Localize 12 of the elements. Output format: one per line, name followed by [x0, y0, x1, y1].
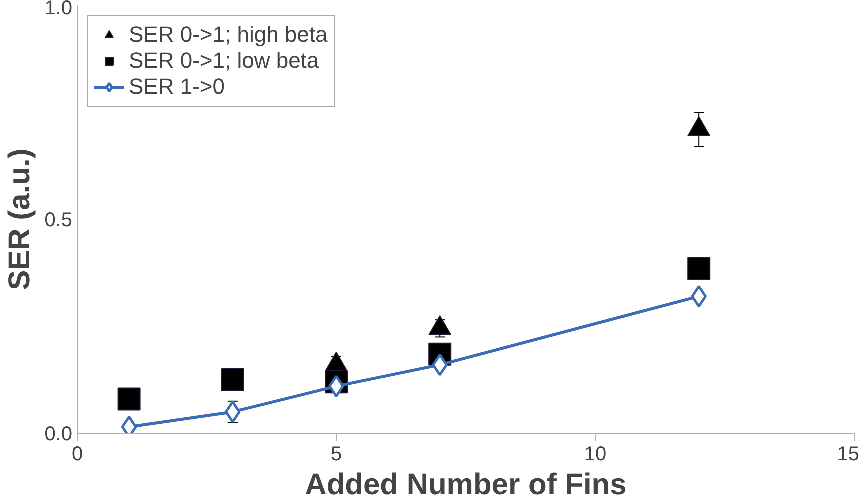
legend-label: SER 0->1; high beta [129, 22, 328, 48]
x-tick-label: 10 [584, 444, 607, 466]
legend-label: SER 1->0 [129, 74, 225, 100]
y-tick-label: 1.0 [44, 0, 73, 20]
x-tick-label: 15 [837, 444, 859, 466]
x-axis-title: Added Number of Fins [305, 468, 627, 502]
y-tick-label: 0.0 [44, 424, 73, 446]
y-axis-title: SER (a.u.) [4, 148, 37, 290]
x-tick-label: 0 [72, 444, 84, 466]
x-tick-label: 5 [330, 444, 342, 466]
y-tick-label: 0.5 [44, 210, 73, 232]
legend-label: SER 0->1; low beta [129, 48, 320, 74]
